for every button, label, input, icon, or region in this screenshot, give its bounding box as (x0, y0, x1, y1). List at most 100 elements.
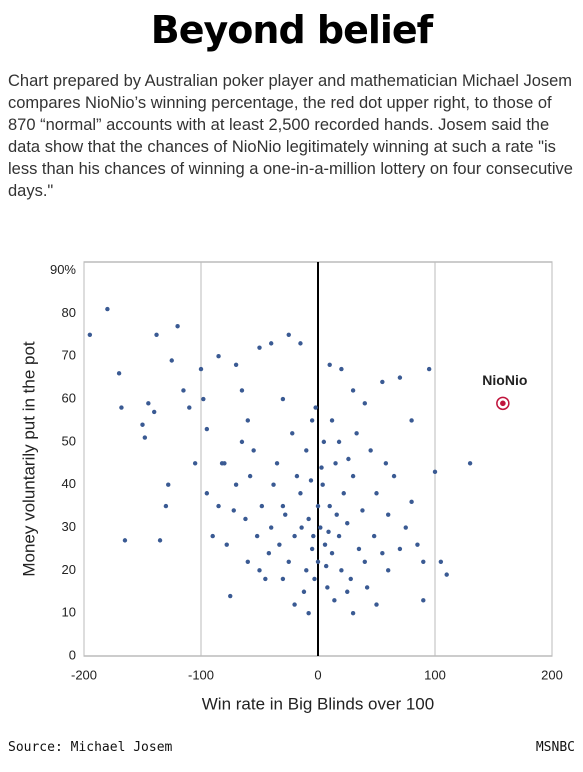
point (280, 503, 286, 509)
point (409, 499, 414, 505)
point (152, 409, 157, 415)
point (251, 448, 256, 453)
point (315, 559, 321, 564)
point (350, 388, 356, 393)
point (292, 602, 297, 607)
point (309, 546, 315, 552)
point (87, 332, 93, 338)
point (322, 542, 328, 547)
point (386, 512, 391, 517)
point (341, 491, 346, 496)
point (321, 439, 327, 445)
point (175, 324, 180, 329)
point (166, 482, 171, 487)
point (306, 516, 311, 522)
point (280, 396, 286, 402)
point (298, 491, 303, 496)
x-tick-label: 0 (314, 667, 321, 682)
point (362, 559, 367, 564)
point (329, 418, 335, 423)
y-tick-label: 90% (50, 262, 76, 277)
point (142, 435, 148, 440)
point (239, 439, 245, 445)
point (277, 542, 282, 547)
point (391, 473, 397, 479)
point (350, 473, 356, 479)
point (219, 461, 225, 466)
point (345, 521, 350, 526)
point (386, 568, 391, 573)
point (319, 465, 324, 470)
y-tick-label: 50 (62, 433, 76, 448)
point (432, 469, 438, 475)
point (354, 431, 359, 436)
point (368, 448, 373, 453)
point (409, 418, 414, 423)
point (325, 585, 330, 590)
point (245, 418, 250, 423)
point (421, 598, 426, 603)
point (239, 388, 245, 393)
point (309, 418, 315, 423)
point (318, 525, 323, 530)
point (187, 405, 192, 410)
point (336, 533, 342, 539)
y-tick-label: 30 (62, 519, 76, 534)
point (312, 576, 317, 582)
x-axis-label: Win rate in Big Blinds over 100 (202, 694, 434, 713)
point (269, 525, 274, 530)
y-tick-label: 20 (62, 562, 76, 577)
point (444, 572, 449, 577)
point (204, 491, 210, 496)
point (311, 533, 316, 539)
point (438, 559, 444, 564)
y-tick-label: 60 (62, 390, 76, 405)
point (224, 542, 229, 547)
x-tick-label: -100 (188, 667, 214, 682)
point (333, 461, 338, 466)
x-tick-label: 100 (424, 667, 446, 682)
point (216, 354, 221, 359)
point (245, 559, 250, 564)
point (397, 546, 403, 552)
point (403, 525, 408, 530)
point (415, 542, 420, 547)
highlight-label: NioNio (482, 372, 527, 388)
title: Beyond belief (150, 8, 433, 52)
point (163, 503, 169, 509)
point (334, 512, 339, 517)
point (290, 431, 295, 436)
y-tick-label: 80 (62, 305, 76, 320)
point (257, 568, 262, 573)
point (274, 461, 280, 466)
point (323, 563, 329, 569)
point (383, 461, 389, 466)
point (292, 533, 297, 539)
point (374, 602, 379, 607)
point (181, 388, 186, 393)
point (336, 439, 342, 445)
source: Source: Michael Josem (8, 740, 173, 755)
x-tick-label: 200 (541, 667, 563, 682)
point (204, 426, 210, 432)
point (346, 456, 351, 462)
point (286, 559, 291, 564)
point (198, 366, 204, 372)
point (210, 533, 215, 539)
point (228, 593, 233, 599)
point (169, 358, 174, 363)
point (304, 568, 309, 573)
point (348, 576, 353, 582)
point (146, 401, 151, 406)
point (247, 473, 253, 479)
y-tick-label: 70 (62, 348, 76, 363)
point (421, 559, 426, 564)
point (306, 610, 311, 616)
y-tick-label: 0 (69, 647, 76, 662)
point (315, 503, 321, 509)
point (286, 332, 291, 338)
point (233, 482, 239, 487)
point (266, 551, 272, 556)
credit: MSNBC (535, 740, 575, 755)
